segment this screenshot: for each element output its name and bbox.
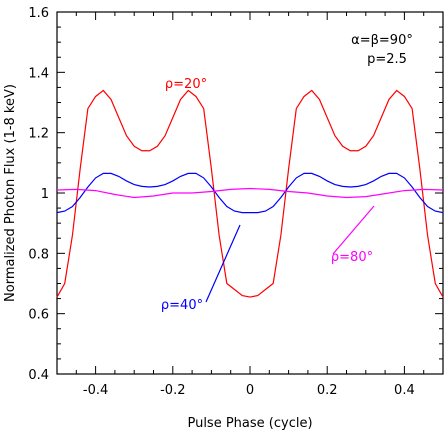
series-label-rho20: ρ=20° <box>165 77 207 92</box>
x-tick-label: -0.2 <box>160 383 185 398</box>
x-tick-label: 0.2 <box>317 383 338 398</box>
y-tick-label: 1.2 <box>28 127 49 142</box>
x-tick-label: -0.4 <box>83 383 108 398</box>
y-tick-label: 0.4 <box>28 368 49 383</box>
series-line-1 <box>56 172 444 214</box>
y-tick-label: 1 <box>41 187 49 202</box>
x-tick-label: 0.4 <box>394 383 415 398</box>
series-label-rho40: ρ=40° <box>161 298 203 313</box>
pointer-line-rho40 <box>205 224 241 303</box>
params-p: p=2.5 <box>367 52 407 67</box>
series-line-0 <box>56 89 444 298</box>
x-axis-label: Pulse Phase (cycle) <box>187 416 312 431</box>
x-tick-label: 0 <box>246 383 254 398</box>
y-tick-label: 0.8 <box>28 247 49 262</box>
params-alpha-beta: α=β=90° <box>351 33 413 48</box>
series-label-rho80: ρ=80° <box>331 250 373 265</box>
pointer-line-rho80 <box>332 205 375 255</box>
plot-frame <box>56 11 444 375</box>
ticks-layer: -0.4 -0.2 0 0.2 0.4 0.4 0.6 0.8 1 1.2 1.4 1.6 <box>28 6 444 398</box>
y-axis-label: Normalized Photon Flux (1-8 keV) <box>3 84 18 302</box>
y-tick-label: 0.6 <box>28 308 49 323</box>
y-tick-label: 1.6 <box>28 6 49 21</box>
series-layer <box>56 89 444 298</box>
y-tick-label: 1.4 <box>28 66 49 81</box>
series-line-2 <box>56 187 444 199</box>
